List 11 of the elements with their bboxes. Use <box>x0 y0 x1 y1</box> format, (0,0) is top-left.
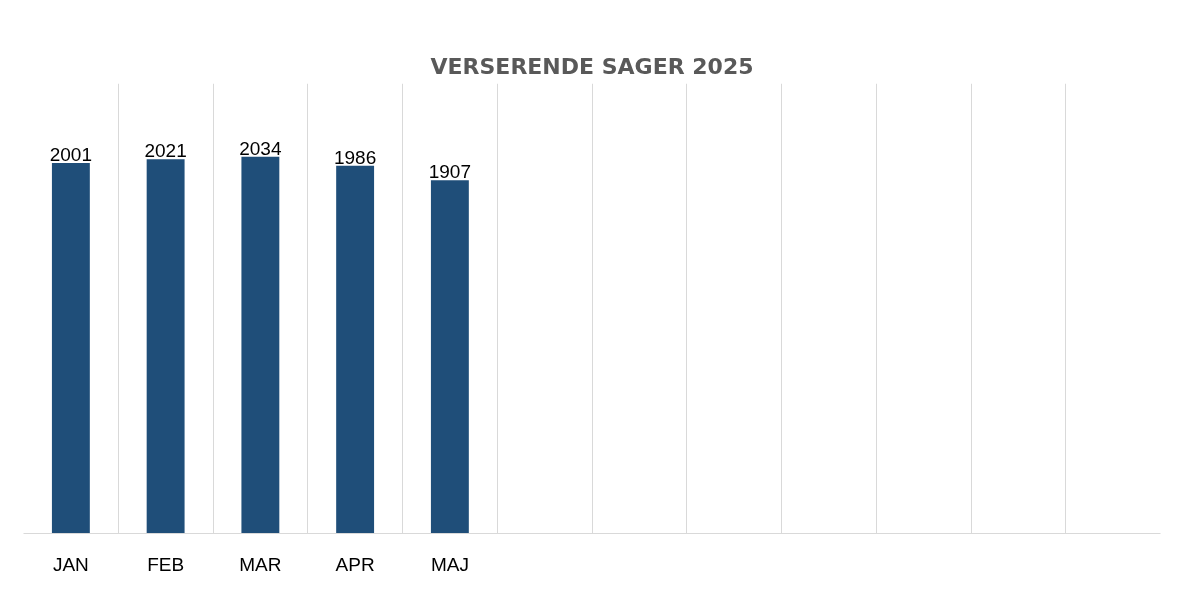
x-tick-label: FEB <box>147 553 185 575</box>
chart-title: VERSERENDE SAGER 2025 <box>430 53 754 79</box>
x-tick-label: MAR <box>239 553 282 575</box>
data-label: 2034 <box>239 137 282 159</box>
data-label: 2001 <box>49 143 93 165</box>
x-tick-label: APR <box>335 553 375 575</box>
x-tick-label: MAJ <box>430 553 469 575</box>
data-label: 1986 <box>333 146 377 168</box>
x-tick-label: JAN <box>52 553 89 575</box>
data-label: 2021 <box>144 140 187 162</box>
data-label: 1907 <box>428 161 472 183</box>
